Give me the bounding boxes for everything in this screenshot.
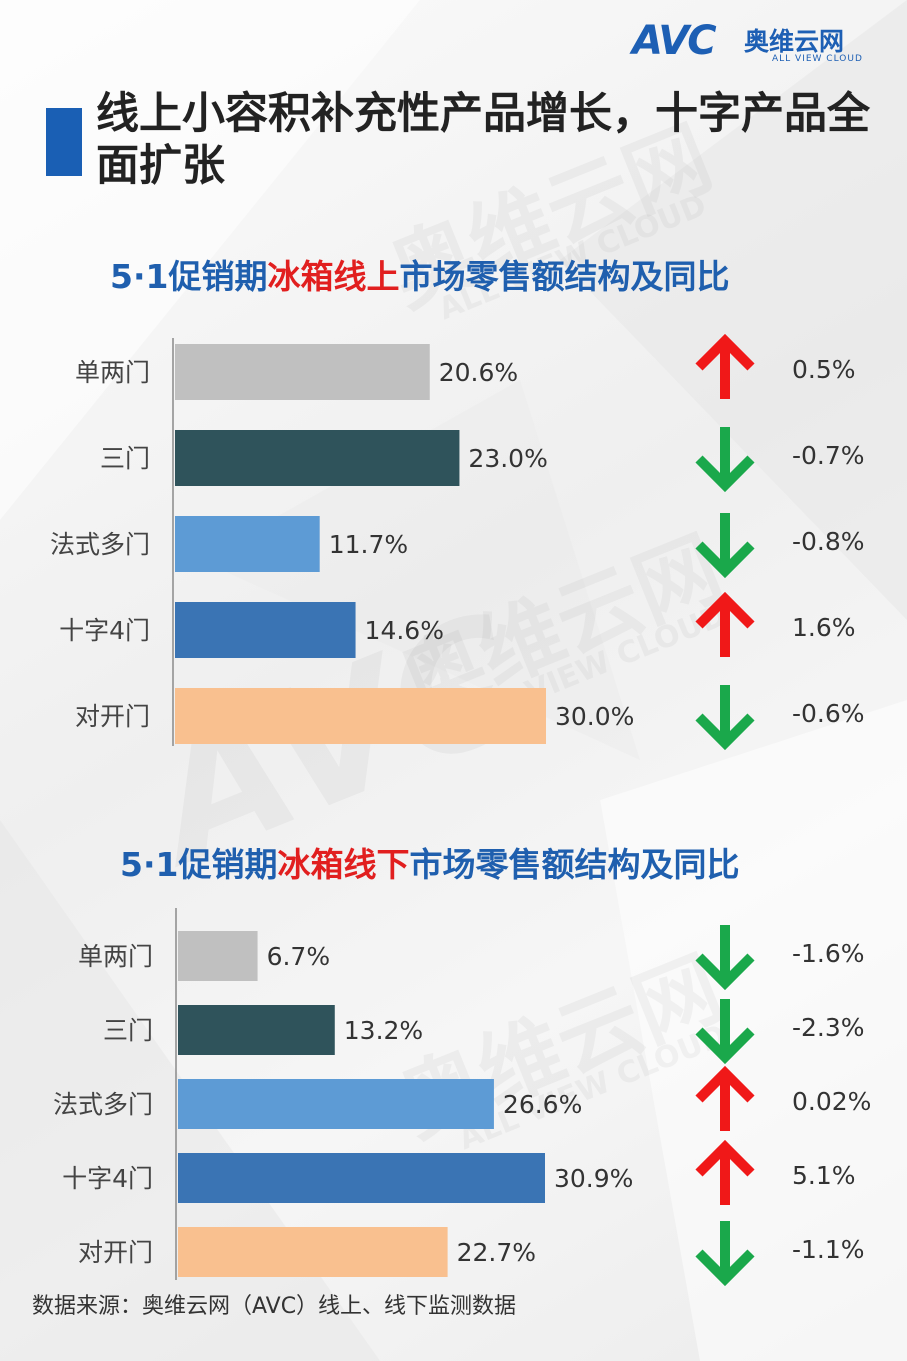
logo-mark: AVC [632, 18, 717, 64]
online-bar-chart: 单两门 20.6% 0.5% 三门 23.0% -0.7% 法式多门 11.7% -0.8% 十字… [50, 333, 865, 751]
yoy-value-label: -1.1% [792, 1235, 865, 1264]
category-label: 十字4门 [62, 1164, 153, 1193]
category-label: 十字4门 [59, 616, 150, 645]
chart-title-suffix: 市场零售额结构及同比 [409, 845, 740, 884]
arrow-up-icon [695, 1139, 755, 1205]
arrow-down-icon [695, 513, 755, 579]
offline-bar-chart: 单两门 6.7% -1.6% 三门 13.2% -2.3% 法式多门 26.6% 0.02% 十字… [53, 908, 871, 1287]
arrow-down-icon [695, 1221, 755, 1287]
yoy-value-label: -0.6% [792, 699, 865, 728]
bar-value-label: 11.7% [329, 530, 408, 559]
arrow-up-icon [695, 1065, 755, 1131]
category-label: 单两门 [78, 942, 153, 971]
yoy-value-label: 5.1% [792, 1161, 856, 1190]
bar [175, 516, 320, 572]
data-source-note: 数据来源：奥维云网（AVC）线上、线下监测数据 [32, 1294, 517, 1319]
page-title: 线上小容积补充性产品增长，十字产品全面扩张 [96, 89, 870, 191]
avc-logo: AVC 奥维云网 ALL VIEW CLOUD [632, 18, 882, 68]
title-accent-bar [46, 108, 82, 176]
yoy-value-label: 0.02% [792, 1087, 871, 1116]
arrow-up-icon [695, 333, 755, 399]
bar-value-label: 26.6% [503, 1090, 582, 1119]
logo-en-text: ALL VIEW CLOUD [772, 54, 863, 64]
chart-title-prefix: 5·1促销期 [110, 257, 268, 296]
bar [175, 344, 430, 400]
chart-title-prefix: 5·1促销期 [120, 845, 278, 884]
category-label: 三门 [103, 1016, 153, 1045]
category-label: 对开门 [78, 1238, 153, 1267]
bar-value-label: 14.6% [365, 616, 444, 645]
yoy-value-label: -1.6% [792, 939, 865, 968]
category-label: 对开门 [75, 702, 150, 731]
bar-value-label: 6.7% [267, 942, 331, 971]
bar-value-label: 30.9% [554, 1164, 633, 1193]
bar [178, 1079, 494, 1129]
category-label: 三门 [100, 444, 150, 473]
yoy-value-label: -0.7% [792, 441, 865, 470]
bar [175, 430, 460, 486]
category-label: 法式多门 [50, 530, 150, 559]
chart-title-online: 5·1促销期冰箱线上市场零售额结构及同比 [110, 250, 729, 298]
yoy-value-label: 1.6% [792, 613, 856, 642]
chart-title-highlight: 冰箱线下 [277, 845, 410, 884]
chart-title-offline: 5·1促销期冰箱线下市场零售额结构及同比 [120, 838, 739, 886]
category-label: 法式多门 [53, 1090, 153, 1119]
yoy-value-label: 0.5% [792, 355, 856, 384]
logo-cn-text: 奥维云网 [744, 27, 845, 56]
yoy-value-label: -2.3% [792, 1013, 865, 1042]
yoy-value-label: -0.8% [792, 527, 865, 556]
arrow-down-icon [695, 685, 755, 751]
arrow-down-icon [695, 925, 755, 991]
arrow-down-icon [695, 427, 755, 493]
bar-value-label: 23.0% [468, 444, 547, 473]
bar [178, 1153, 545, 1203]
bar-value-label: 22.7% [457, 1238, 536, 1267]
bar [178, 1227, 448, 1277]
arrow-down-icon [695, 999, 755, 1065]
bar [175, 688, 546, 744]
chart-title-highlight: 冰箱线上 [267, 257, 400, 296]
bar [175, 602, 356, 658]
bar-value-label: 30.0% [555, 702, 634, 731]
bar-value-label: 13.2% [344, 1016, 423, 1045]
bar-value-label: 20.6% [439, 358, 518, 387]
bar [178, 931, 258, 981]
chart-title-suffix: 市场零售额结构及同比 [399, 257, 730, 296]
arrow-up-icon [695, 591, 755, 657]
bar [178, 1005, 335, 1055]
category-label: 单两门 [75, 358, 150, 387]
